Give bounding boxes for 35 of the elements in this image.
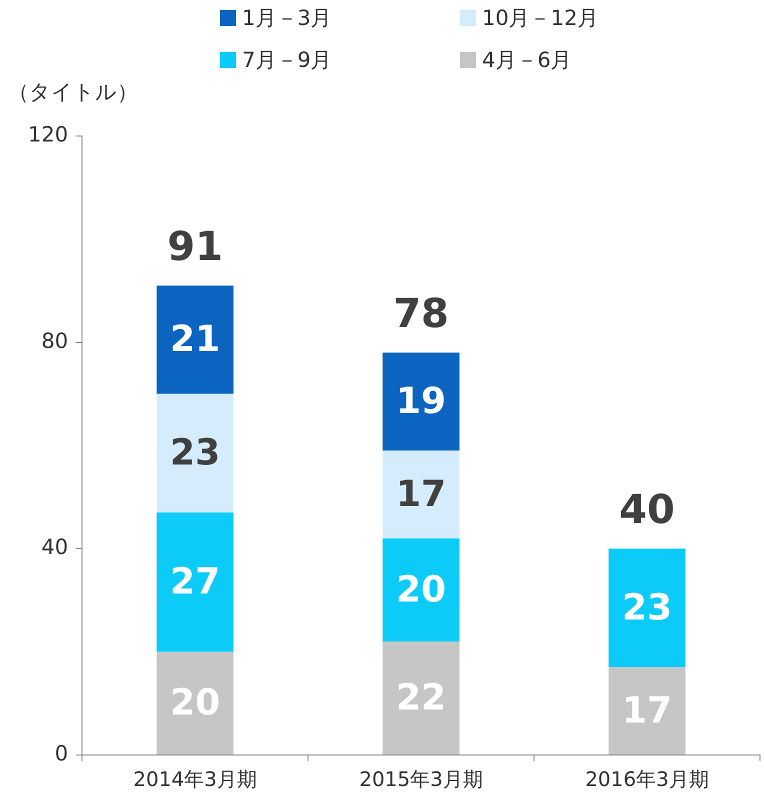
bar bbox=[156, 286, 234, 394]
data-label: 20 bbox=[396, 569, 446, 610]
total-label: 91 bbox=[167, 224, 223, 270]
legend-label: 7月－9月 bbox=[242, 47, 332, 74]
legend-label: 4月－6月 bbox=[482, 47, 572, 74]
data-label: 19 bbox=[396, 381, 446, 422]
y-tick-label: 120 bbox=[28, 122, 68, 146]
legend-label: 1月－3月 bbox=[242, 5, 332, 32]
total-label: 40 bbox=[619, 487, 675, 534]
y-axis-title: （タイトル） bbox=[8, 79, 138, 106]
data-label: 22 bbox=[396, 677, 446, 718]
y-tick-label: 40 bbox=[41, 535, 68, 560]
x-tick-label: 2016年3月期 bbox=[585, 767, 709, 792]
data-label: 17 bbox=[622, 690, 672, 732]
bar bbox=[608, 667, 686, 754]
total-label: 78 bbox=[393, 291, 449, 338]
data-label: 23 bbox=[622, 587, 672, 628]
y-tick-label: 0 bbox=[54, 741, 68, 766]
data-label: 17 bbox=[396, 474, 446, 515]
bar bbox=[382, 642, 460, 754]
bar bbox=[156, 394, 234, 513]
x-tick-label: 2014年3月期 bbox=[133, 767, 257, 792]
data-label: 20 bbox=[170, 682, 220, 724]
bar bbox=[382, 450, 460, 538]
data-label: 21 bbox=[170, 319, 220, 360]
y-tick-label: 80 bbox=[41, 328, 68, 353]
bar bbox=[382, 538, 460, 642]
bar bbox=[608, 548, 686, 668]
x-tick-label: 2015年3月期 bbox=[359, 767, 483, 792]
data-label: 23 bbox=[170, 432, 220, 474]
bar bbox=[156, 512, 234, 652]
bar bbox=[382, 352, 460, 451]
bar bbox=[156, 652, 234, 754]
legend-label: 10月－12月 bbox=[482, 5, 598, 32]
data-label: 27 bbox=[170, 562, 220, 603]
